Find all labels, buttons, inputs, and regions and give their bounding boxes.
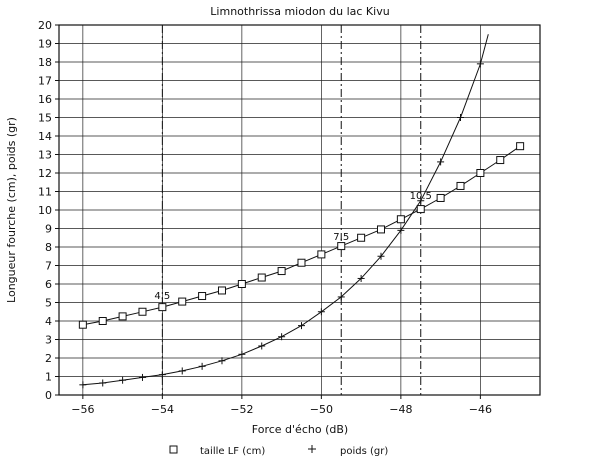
y-tick-label: 20	[38, 19, 52, 32]
y-tick-label: 1	[45, 371, 52, 384]
data-point-poids	[397, 226, 405, 234]
data-point-taille	[476, 169, 485, 177]
data-point-poids	[79, 381, 87, 389]
data-point-taille	[277, 267, 286, 276]
data-point-taille	[138, 307, 147, 316]
data-point-poids	[456, 114, 464, 121]
data-point-taille	[78, 320, 87, 329]
x-tick-label: −50	[310, 403, 333, 416]
annotation-label: 7.5	[333, 232, 349, 243]
data-point-taille	[178, 297, 187, 306]
x-tick-label: −56	[71, 403, 94, 416]
data-point-poids	[119, 376, 127, 384]
data-point-poids	[357, 274, 365, 282]
data-point-poids	[218, 357, 226, 365]
data-point-poids	[377, 252, 385, 260]
annotations: 4.5 7.5 10.5	[154, 191, 431, 302]
data-point-taille	[158, 303, 167, 312]
data-point-taille	[396, 215, 405, 224]
y-tick-label: 14	[38, 130, 52, 143]
y-tick-label: 17	[38, 75, 52, 88]
legend-plus-icon	[308, 445, 316, 453]
x-axis-label: Force d'écho (dB)	[252, 423, 348, 436]
y-tick-label: 8	[45, 241, 52, 254]
y-tick-label: 2	[45, 352, 52, 365]
y-tick-label: 13	[38, 149, 52, 162]
series-line-poids	[82, 34, 489, 386]
data-point-poids	[476, 60, 484, 68]
y-tick-label: 19	[38, 38, 52, 51]
data-point-taille	[257, 273, 266, 282]
y-tick-label: 6	[45, 278, 52, 291]
annotation-label: 4.5	[154, 291, 170, 302]
x-tick-label: −54	[151, 403, 174, 416]
data-point-poids	[238, 350, 246, 358]
data-point-taille	[198, 292, 207, 301]
y-axis-label: Longueur fourche (cm), poids (gr)	[5, 117, 18, 303]
y-tick-label: 4	[45, 315, 52, 328]
data-point-taille	[496, 156, 505, 165]
annotation-label: 10.5	[410, 191, 432, 202]
y-tick-label: 18	[38, 56, 52, 69]
legend-square-icon	[169, 445, 178, 454]
x-ticks: −56 −54 −52 −50 −48 −46	[71, 395, 492, 416]
series-markers	[78, 60, 525, 389]
legend: taille LF (cm) poids (gr)	[169, 445, 388, 457]
y-tick-label: 16	[38, 93, 52, 106]
data-point-poids	[138, 373, 146, 381]
data-point-taille	[98, 317, 107, 325]
data-point-taille	[516, 142, 525, 151]
data-point-poids	[437, 158, 445, 166]
data-point-poids	[278, 333, 286, 341]
data-point-poids	[297, 322, 305, 330]
data-point-poids	[158, 371, 166, 379]
data-point-taille	[217, 286, 226, 295]
y-tick-label: 11	[38, 186, 52, 199]
data-point-taille	[317, 250, 326, 259]
data-point-taille	[436, 193, 445, 202]
data-point-taille	[118, 312, 127, 321]
data-point-taille	[416, 205, 425, 214]
y-tick-label: 3	[45, 334, 52, 347]
data-point-poids	[337, 293, 345, 301]
data-point-taille	[376, 225, 385, 234]
x-tick-label: −52	[230, 403, 253, 416]
x-tick-label: −48	[389, 403, 412, 416]
data-point-taille	[357, 233, 366, 242]
data-point-taille	[237, 280, 246, 288]
data-point-poids	[178, 367, 186, 375]
data-point-poids	[258, 342, 266, 350]
x-tick-label: −46	[469, 403, 492, 416]
data-point-taille	[297, 258, 306, 267]
y-tick-label: 12	[38, 167, 52, 180]
chart-title: Limnothrissa miodon du lac Kivu	[210, 5, 389, 18]
data-point-taille	[456, 181, 465, 190]
y-tick-label: 5	[45, 297, 52, 310]
data-point-taille	[337, 242, 346, 251]
data-point-poids	[417, 197, 425, 205]
grid-lines	[59, 24, 540, 396]
series-curves	[82, 34, 521, 386]
data-point-poids	[317, 308, 325, 316]
data-point-poids	[198, 362, 206, 370]
vertical-markers	[161, 25, 422, 395]
legend-label-poids: poids (gr)	[340, 446, 388, 457]
y-tick-label: 7	[45, 260, 52, 273]
y-tick-label: 0	[45, 389, 52, 402]
y-tick-label: 9	[45, 223, 52, 236]
data-point-poids	[99, 379, 107, 387]
y-tick-label: 15	[38, 112, 52, 125]
y-tick-label: 10	[38, 204, 52, 217]
legend-label-taille: taille LF (cm)	[200, 446, 265, 457]
